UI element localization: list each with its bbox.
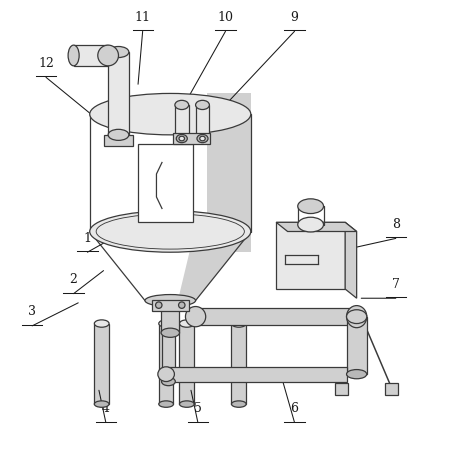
Ellipse shape: [158, 367, 174, 382]
Text: 1: 1: [83, 232, 91, 245]
Ellipse shape: [298, 217, 324, 232]
Text: 8: 8: [392, 218, 400, 231]
Ellipse shape: [185, 307, 206, 327]
Text: 6: 6: [291, 402, 299, 415]
Ellipse shape: [346, 369, 367, 379]
Ellipse shape: [94, 401, 109, 407]
Ellipse shape: [298, 199, 324, 213]
Ellipse shape: [90, 94, 251, 135]
Ellipse shape: [180, 401, 194, 407]
Ellipse shape: [175, 100, 189, 110]
Polygon shape: [207, 94, 251, 252]
Polygon shape: [276, 222, 356, 232]
Ellipse shape: [200, 136, 205, 141]
Bar: [138, 144, 193, 222]
Ellipse shape: [108, 46, 129, 57]
Text: 3: 3: [28, 306, 36, 319]
Text: 12: 12: [38, 57, 54, 70]
Ellipse shape: [231, 401, 246, 407]
Bar: [166, 367, 346, 382]
Ellipse shape: [68, 45, 79, 66]
Bar: [196, 308, 356, 325]
Bar: [152, 300, 189, 311]
Polygon shape: [345, 222, 356, 298]
Ellipse shape: [94, 320, 109, 327]
Bar: [336, 383, 348, 395]
Bar: [231, 324, 246, 404]
Text: 5: 5: [194, 402, 202, 415]
Ellipse shape: [176, 134, 187, 143]
Bar: [385, 383, 398, 395]
Bar: [196, 105, 210, 135]
Ellipse shape: [161, 328, 180, 338]
Ellipse shape: [197, 134, 208, 143]
Ellipse shape: [180, 320, 194, 327]
Polygon shape: [178, 232, 251, 300]
Bar: [276, 222, 345, 289]
Bar: [180, 324, 194, 404]
Text: 10: 10: [218, 11, 234, 24]
Text: 11: 11: [135, 11, 151, 24]
Ellipse shape: [90, 211, 251, 252]
Bar: [159, 324, 173, 404]
Ellipse shape: [108, 129, 129, 140]
Ellipse shape: [179, 136, 184, 141]
Ellipse shape: [159, 401, 173, 407]
Ellipse shape: [346, 310, 367, 324]
Bar: [346, 317, 367, 374]
Bar: [73, 45, 108, 66]
Bar: [162, 305, 175, 382]
Ellipse shape: [231, 320, 246, 327]
Text: 2: 2: [70, 273, 78, 286]
Ellipse shape: [179, 302, 185, 308]
Ellipse shape: [155, 302, 162, 308]
Ellipse shape: [98, 45, 118, 66]
Ellipse shape: [159, 320, 173, 327]
Bar: [173, 132, 210, 144]
Ellipse shape: [196, 100, 210, 110]
Text: 4: 4: [102, 402, 110, 415]
Bar: [161, 300, 180, 333]
Bar: [175, 105, 189, 135]
Ellipse shape: [346, 306, 367, 328]
Text: 7: 7: [392, 278, 400, 291]
Bar: [94, 324, 109, 404]
Text: 9: 9: [291, 11, 299, 24]
Bar: [103, 135, 134, 146]
Bar: [108, 52, 129, 135]
Ellipse shape: [145, 294, 196, 307]
Ellipse shape: [162, 377, 175, 386]
